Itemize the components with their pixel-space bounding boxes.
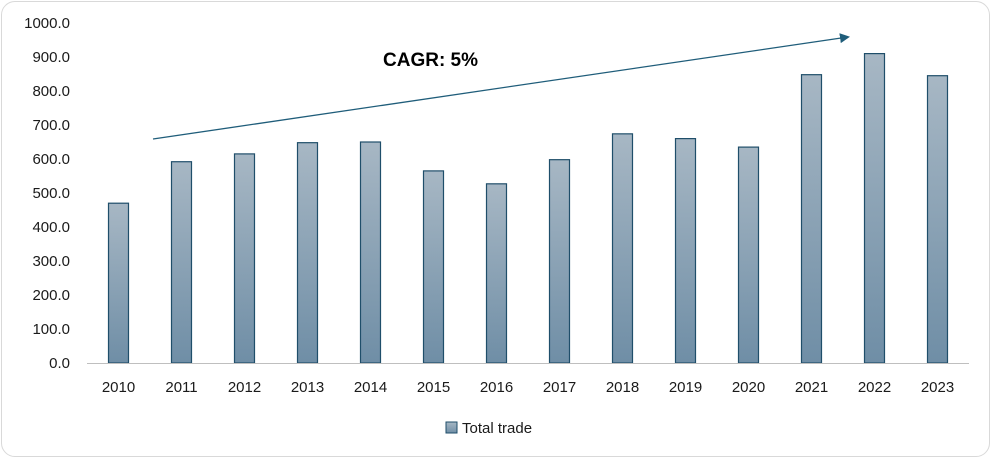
cagr-trend-arrow	[152, 33, 850, 140]
legend-swatch	[445, 421, 458, 434]
bar	[548, 159, 571, 364]
x-tick-label: 2018	[606, 379, 639, 396]
y-tick-label: 200.0	[32, 287, 70, 304]
x-tick-label: 2017	[543, 379, 576, 396]
y-tick-label: 400.0	[32, 219, 70, 236]
x-tick-label: 2014	[354, 379, 387, 396]
y-tick-label: 700.0	[32, 117, 70, 134]
bar	[800, 74, 823, 364]
bar	[611, 133, 634, 364]
y-tick-label: 0.0	[49, 355, 70, 372]
bars	[107, 52, 949, 364]
x-tick-label: 2020	[732, 379, 765, 396]
bar	[485, 183, 508, 364]
legend-label: Total trade	[462, 420, 532, 437]
y-tick-label: 900.0	[32, 49, 70, 66]
x-tick-label: 2021	[795, 379, 828, 396]
bar	[233, 153, 256, 364]
y-axis: 0.0 100.0 200.0 300.0 400.0 500.0 600.0 700.0 80…	[24, 15, 70, 372]
x-tick-label: 2011	[165, 379, 197, 396]
x-tick-label: 2013	[291, 379, 324, 396]
x-tick-label: 2019	[669, 379, 702, 396]
y-tick-label: 300.0	[32, 253, 70, 270]
x-tick-label: 2023	[921, 379, 954, 396]
cagr-annotation: CAGR: 5%	[383, 50, 478, 71]
y-tick-label: 600.0	[32, 151, 70, 168]
legend: Total trade	[445, 420, 532, 437]
bar	[170, 161, 193, 364]
bar	[926, 75, 949, 364]
bar	[107, 202, 130, 364]
bar	[863, 52, 886, 364]
y-tick-label: 100.0	[32, 321, 70, 338]
bar	[737, 146, 760, 364]
x-tick-label: 2010	[102, 379, 135, 396]
bar	[674, 138, 697, 364]
x-axis: 2010 2011 2012 2013 2014 2015 2016 2017 2018 2019…	[102, 379, 954, 396]
y-tick-label: 1000.0	[24, 15, 70, 32]
x-tick-label: 2016	[480, 379, 513, 396]
y-tick-label: 800.0	[32, 83, 70, 100]
y-tick-label: 500.0	[32, 185, 70, 202]
bar	[359, 141, 382, 364]
x-tick-label: 2022	[858, 379, 891, 396]
bar	[422, 170, 445, 364]
x-tick-label: 2012	[228, 379, 261, 396]
x-tick-label: 2015	[417, 379, 450, 396]
bar	[296, 142, 319, 364]
